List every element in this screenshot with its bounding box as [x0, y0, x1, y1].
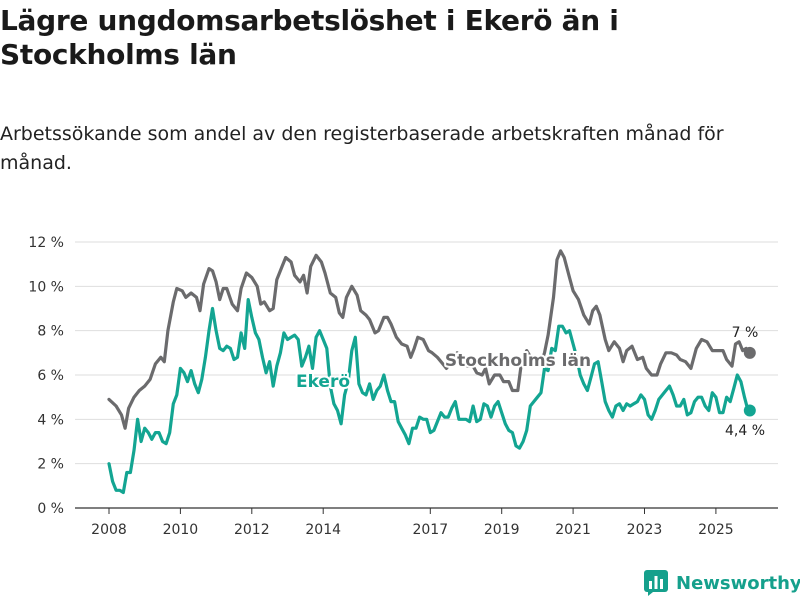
- ekero-series-line: [107, 298, 752, 495]
- brand-name: Newsworthy: [676, 572, 800, 594]
- x-tick-label: 2008: [91, 522, 127, 538]
- series-labels: Stockholms län Ekerö 7 % 4,4 %: [294, 325, 765, 439]
- x-tick-label: 2021: [555, 522, 591, 538]
- x-tick-label: 2014: [305, 522, 341, 538]
- y-tick-label: 2 %: [37, 457, 64, 473]
- stockholm-series-label: Stockholms län: [445, 351, 591, 371]
- x-tick-label: 2012: [234, 522, 270, 538]
- x-tick-label: 2010: [163, 522, 199, 538]
- series-lines: [107, 249, 756, 495]
- y-tick-label: 0 %: [37, 501, 64, 517]
- ekero-end-point: [743, 404, 756, 417]
- bar-chart-logo-icon: [644, 570, 668, 596]
- y-tick-label: 8 %: [37, 324, 64, 340]
- x-axis-ticks: 2008 2010 2012 2014 2017 2019 2021 2023 2025: [91, 508, 734, 538]
- stockholm-end-point: [743, 346, 756, 359]
- y-tick-label: 6 %: [37, 368, 64, 384]
- y-tick-label: 12 %: [28, 235, 64, 251]
- x-tick-label: 2023: [627, 522, 663, 538]
- y-tick-label: 4 %: [37, 412, 64, 428]
- y-tick-label: 10 %: [28, 279, 64, 295]
- newsworthy-brand: Newsworthy: [644, 568, 800, 598]
- ekero-series-label: Ekerö: [296, 372, 350, 392]
- x-tick-label: 2019: [484, 522, 520, 538]
- chart-title: Lägre ungdomsarbetslöshet i Ekerö än i S…: [0, 4, 619, 71]
- x-tick-label: 2017: [412, 522, 448, 538]
- stockholm-end-label: 7 %: [732, 325, 759, 341]
- x-tick-label: 2025: [698, 522, 734, 538]
- chart-subtitle: Arbetssökande som andel av den registerb…: [0, 123, 724, 174]
- stockholm-series-line: [107, 249, 752, 430]
- y-axis-ticks: 0 % 2 % 4 % 6 % 8 % 10 % 12 %: [28, 235, 64, 517]
- ekero-end-label: 4,4 %: [725, 423, 765, 439]
